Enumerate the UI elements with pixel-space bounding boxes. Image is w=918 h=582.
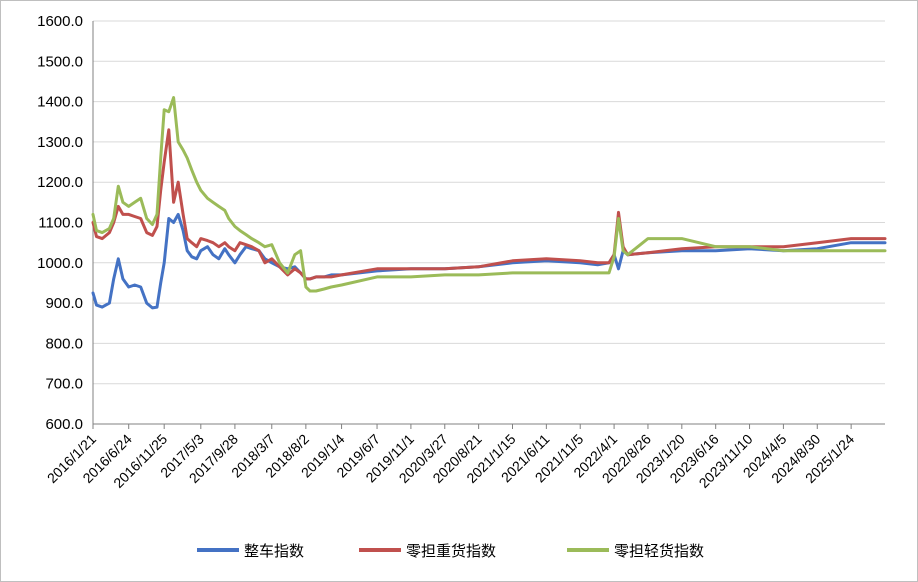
- series-line-1: [91, 128, 887, 281]
- y-tick-label: 1400.0: [37, 94, 83, 111]
- y-tick-label: 1200.0: [37, 174, 83, 191]
- legend-label-0: 整车指数: [244, 542, 304, 560]
- y-tick-label: 1500.0: [37, 53, 83, 70]
- y-tick-label: 1300.0: [37, 134, 83, 151]
- grid-layer: [92, 20, 885, 425]
- legend-label-1: 零担重货指数: [406, 542, 496, 560]
- legend: 整车指数 零担重货指数 零担轻货指数: [197, 542, 704, 560]
- y-tick-label: 800.0: [45, 335, 83, 352]
- x-axis-ticks: 2016/1/212016/6/242016/11/252017/5/32017…: [44, 424, 857, 491]
- y-tick-label: 700.0: [45, 376, 83, 393]
- y-tick-label: 1100.0: [38, 215, 83, 232]
- legend-label-2: 零担轻货指数: [614, 542, 704, 560]
- y-axis-ticks: 600.0 700.0 800.0 900.0 1000.0 1100.0 1200.0 13…: [37, 13, 83, 433]
- y-tick-label: 1000.0: [37, 255, 83, 272]
- y-tick-label: 900.0: [45, 295, 83, 312]
- series-line-2: [91, 96, 887, 293]
- series-line-0: [91, 212, 887, 310]
- series-layer: [91, 96, 887, 310]
- y-tick-label: 600.0: [45, 416, 83, 433]
- y-tick-label: 1600.0: [37, 13, 83, 30]
